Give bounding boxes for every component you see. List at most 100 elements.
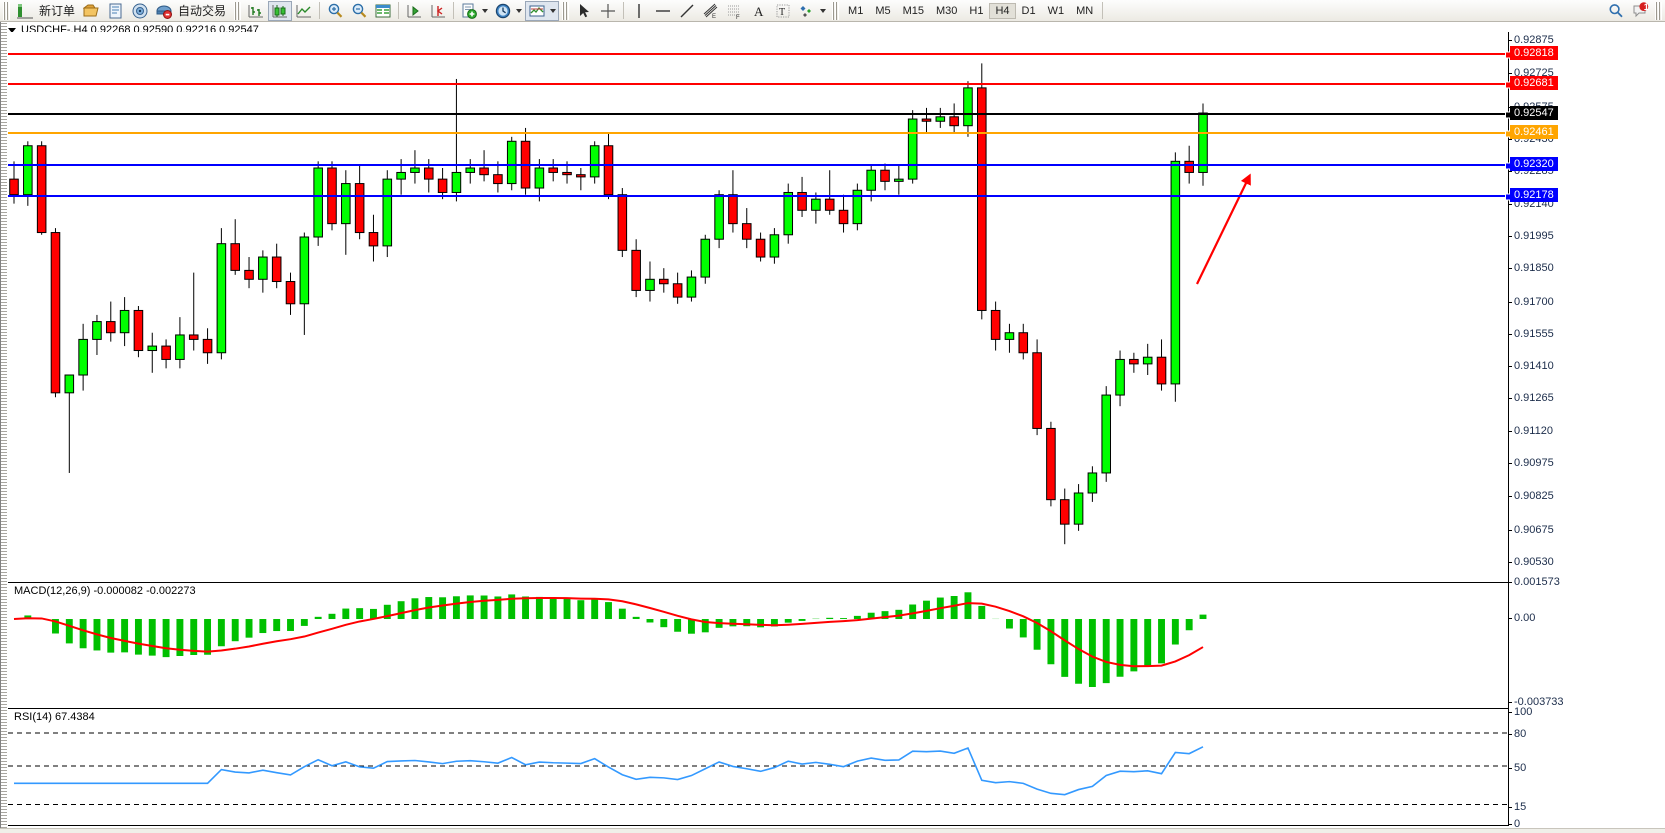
trendline-button[interactable] xyxy=(675,1,699,21)
svg-text:T: T xyxy=(779,7,785,18)
zoom-out-button[interactable] xyxy=(347,1,371,21)
equidistant-channel-button[interactable]: E xyxy=(699,1,723,21)
price-tag-current-price[interactable]: 0.92547 xyxy=(1510,106,1558,120)
price-tag-support-1[interactable]: 0.92320 xyxy=(1510,156,1558,171)
autotrading-button[interactable]: 自动交易 xyxy=(152,1,231,21)
timeframe-h4[interactable]: H4 xyxy=(989,2,1016,19)
fibonacci-button[interactable]: F xyxy=(723,1,747,21)
auto-scroll-button[interactable] xyxy=(426,1,450,21)
price-pane[interactable] xyxy=(8,32,1512,572)
status-bar xyxy=(0,828,1665,833)
timeframe-d1[interactable]: D1 xyxy=(1021,4,1036,17)
crosshair-button[interactable] xyxy=(596,1,620,21)
price-tag-resistance-2[interactable]: 0.92818 xyxy=(1510,45,1558,60)
price-tick: 0.90675 xyxy=(1508,523,1554,536)
chevron-down-icon[interactable] xyxy=(482,8,489,13)
macd-tick: -0.003733 xyxy=(1508,696,1564,708)
equidistant-channel-icon: E xyxy=(703,3,718,20)
rsi-tick: 80 xyxy=(1507,728,1527,741)
toolbar-grip-4[interactable] xyxy=(832,1,840,20)
macd-series xyxy=(13,592,1207,688)
price-line-current-price[interactable] xyxy=(8,111,1512,119)
cursor-button[interactable] xyxy=(572,1,596,21)
data-window-button[interactable] xyxy=(104,1,128,21)
alerts-button[interactable]: 1 xyxy=(1628,1,1652,21)
timeframe-w1[interactable]: W1 xyxy=(1047,4,1065,17)
fibonacci-icon: F xyxy=(728,5,741,20)
market-watch-icon xyxy=(132,3,148,18)
price-line-support-1[interactable] xyxy=(8,162,1512,170)
new-order-icon xyxy=(17,3,33,18)
timeframe-m15[interactable]: M15 xyxy=(902,4,924,17)
rsi-pane[interactable]: RSI(14) 67.4384 xyxy=(8,708,1508,826)
rsi-tick: 15 xyxy=(1507,801,1527,814)
toolbar-grip-3[interactable] xyxy=(562,1,570,20)
price-tick: 0.91265 xyxy=(1508,392,1554,405)
grid-button[interactable] xyxy=(371,1,395,21)
candlestick-chart-icon xyxy=(272,4,288,17)
label-button[interactable]: T xyxy=(771,1,795,21)
vline-button[interactable] xyxy=(627,1,651,21)
macd-pane[interactable]: MACD(12,26,9) -0.000082 -0.002273 xyxy=(8,582,1508,702)
zoom-in-button[interactable] xyxy=(323,1,347,21)
shift-end-button[interactable] xyxy=(402,1,426,21)
toolbar-separator-2 xyxy=(398,2,400,19)
svg-text:E: E xyxy=(712,14,716,20)
grid-icon xyxy=(375,4,391,17)
value-axis[interactable]: 0.928750.927250.925750.924300.922850.921… xyxy=(1507,32,1665,830)
text-icon: A xyxy=(754,4,764,19)
period-button[interactable] xyxy=(491,1,525,21)
line-chart-button[interactable] xyxy=(292,1,316,21)
timeframe-h1[interactable]: H1 xyxy=(969,4,984,17)
folder-icon xyxy=(83,4,99,16)
toolbar-separator-5 xyxy=(1102,2,1104,19)
templates-button[interactable] xyxy=(525,0,560,21)
line-chart-icon xyxy=(296,4,312,17)
toolbar-separator-1 xyxy=(319,2,321,19)
rsi-tick: 100 xyxy=(1507,706,1533,718)
chart-left-grip[interactable] xyxy=(1,22,7,833)
auto-scroll-icon xyxy=(431,4,446,17)
price-line-resistance-1[interactable] xyxy=(8,81,1512,89)
chevron-down-icon-3[interactable] xyxy=(550,8,557,13)
rsi-label: RSI(14) 67.4384 xyxy=(12,711,97,723)
text-button[interactable]: A xyxy=(747,1,771,21)
price-tick: 0.91850 xyxy=(1508,262,1554,275)
rsi-series xyxy=(8,732,1508,805)
toolbar-grip-2[interactable] xyxy=(234,1,242,20)
toolbar-grip-5[interactable] xyxy=(1655,1,1662,20)
new-order-label: 新订单 xyxy=(39,4,76,18)
price-line-pivot[interactable] xyxy=(8,130,1512,138)
price-tick: 0.90975 xyxy=(1508,456,1554,469)
price-tag-support-2[interactable]: 0.92178 xyxy=(1510,188,1558,203)
add-indicator-button[interactable] xyxy=(457,1,491,21)
value-axis-line xyxy=(1508,32,1512,826)
new-order-button[interactable]: 新订单 xyxy=(13,1,80,21)
objects-button[interactable] xyxy=(795,1,829,21)
timeframe-m5[interactable]: M5 xyxy=(875,4,891,17)
price-tag-resistance-1[interactable]: 0.92681 xyxy=(1510,76,1558,91)
timeframe-mn[interactable]: MN xyxy=(1076,4,1094,17)
chevron-down-icon-2[interactable] xyxy=(516,8,523,13)
price-line-support-2[interactable] xyxy=(8,193,1512,201)
chevron-down-icon-4[interactable] xyxy=(820,8,827,13)
candlestick-chart-button[interactable] xyxy=(268,0,293,21)
search-button[interactable] xyxy=(1604,1,1628,21)
hline-button[interactable] xyxy=(651,1,675,21)
chart-menu-caret-icon[interactable] xyxy=(8,27,16,33)
svg-text:A: A xyxy=(754,4,764,19)
price-tick: 0.92875 xyxy=(1508,34,1554,46)
toolbar-grip[interactable] xyxy=(3,1,10,20)
folder-button[interactable] xyxy=(80,1,104,21)
shift-end-icon xyxy=(407,4,422,17)
price-tag-pivot[interactable]: 0.92461 xyxy=(1510,125,1558,140)
bar-chart-icon xyxy=(248,4,264,17)
timeframe-m1[interactable]: M1 xyxy=(848,4,864,17)
toolbar-separator-4 xyxy=(623,2,625,19)
market-watch-button[interactable] xyxy=(128,1,152,21)
price-line-resistance-2[interactable] xyxy=(8,51,1512,59)
period-icon xyxy=(495,3,511,18)
bar-chart-button[interactable] xyxy=(244,1,268,21)
macd-label: MACD(12,26,9) -0.000082 -0.002273 xyxy=(12,585,198,597)
timeframe-m30[interactable]: M30 xyxy=(936,4,958,17)
